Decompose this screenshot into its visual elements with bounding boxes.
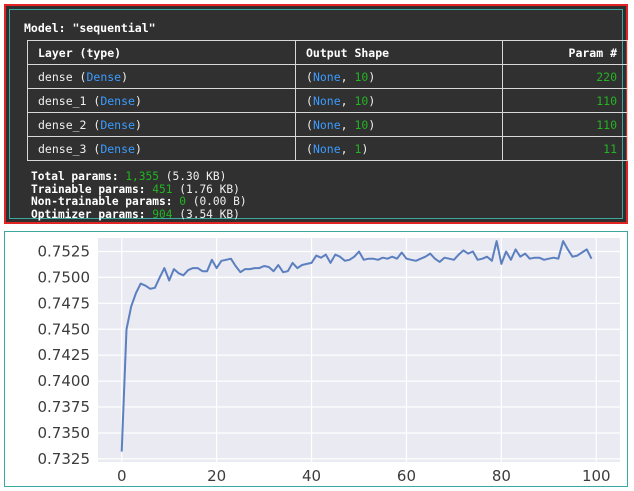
model-summary-panel: Model: "sequential" Layer (type) Output … xyxy=(4,4,628,224)
plot-area xyxy=(98,238,620,462)
layer-name: dense xyxy=(38,69,73,84)
x-tick-label: 80 xyxy=(492,467,511,485)
shape-batch-dim: None xyxy=(312,117,341,132)
shape-batch-dim: None xyxy=(312,141,341,156)
y-tick-label: 0.7425 xyxy=(38,346,91,364)
layer-type: Dense xyxy=(100,141,135,156)
model-title: Model: "sequential" xyxy=(24,21,156,35)
series-line xyxy=(120,240,593,452)
trainable-params-label: Trainable params: xyxy=(31,182,146,196)
total-params-line: Total params: 1,355 (5.30 KB) xyxy=(31,170,247,184)
layers-table-header: Layer (type) Output Shape Param # xyxy=(27,40,628,65)
layer-name: dense_2 xyxy=(38,117,87,132)
shape-units: 1 xyxy=(354,141,362,156)
header-layer-type: Layer (type) xyxy=(27,40,296,65)
total-params-value: 1,355 xyxy=(125,170,159,183)
layer-cell: dense_2 (Dense) xyxy=(27,112,296,137)
output-shape-cell: (None, 1) xyxy=(295,136,503,161)
shape-units: 10 xyxy=(354,69,369,84)
layer-type: Dense xyxy=(100,93,135,108)
line-chart: 0.7325 0.7350 0.7375 0.7400 0.7425 0.7450 0.74… xyxy=(38,238,620,485)
x-tick-label: 20 xyxy=(207,467,226,485)
layer-name: dense_3 xyxy=(38,141,87,156)
y-tick-label: 0.7350 xyxy=(38,424,91,442)
table-row: dense (Dense) (None, 10) 220 xyxy=(27,64,628,89)
layer-type: Dense xyxy=(86,69,122,84)
x-tick-label: 0 xyxy=(117,467,127,485)
header-param-count: Param # xyxy=(502,40,628,65)
y-tick-label: 0.7525 xyxy=(38,242,91,260)
nontrainable-params-label: Non-trainable params: xyxy=(31,195,173,208)
nontrainable-params-size: (0.00 B) xyxy=(192,195,247,208)
output-shape-cell: (None, 10) xyxy=(295,64,503,89)
optimizer-params-label: Optimizer params: xyxy=(31,207,146,221)
shape-batch-dim: None xyxy=(312,93,341,108)
params-totals: Total params: 1,355 (5.30 KB) Trainable … xyxy=(31,170,247,222)
y-tick-label: 0.7450 xyxy=(38,320,91,338)
trainable-params-line: Trainable params: 451 (1.76 KB) xyxy=(31,182,247,197)
total-params-size: (5.30 KB) xyxy=(165,170,227,183)
output-shape-cell: (None, 10) xyxy=(295,112,503,137)
x-tick-label: 40 xyxy=(302,467,321,485)
output-shape-cell: (None, 10) xyxy=(295,88,503,113)
nontrainable-params-value: 0 xyxy=(179,195,186,208)
header-output-shape: Output Shape xyxy=(295,40,503,65)
optimizer-params-value: 904 xyxy=(152,207,173,221)
x-tick-label: 100 xyxy=(582,467,611,485)
param-count: 11 xyxy=(502,136,628,161)
param-count: 220 xyxy=(502,64,628,89)
param-count: 110 xyxy=(502,112,628,137)
layer-cell: dense (Dense) xyxy=(27,64,296,89)
y-tick-label: 0.7375 xyxy=(38,398,91,416)
shape-units: 10 xyxy=(354,93,369,108)
table-row: dense_1 (Dense) (None, 10) 110 xyxy=(27,88,628,113)
trainable-params-size: (1.76 KB) xyxy=(179,182,240,196)
chart-panel: 0.7325 0.7350 0.7375 0.7400 0.7425 0.7450 0.74… xyxy=(4,231,628,487)
optimizer-params-line: Optimizer params: 904 (3.54 KB) xyxy=(31,207,247,222)
table-row: dense_2 (Dense) (None, 10) 110 xyxy=(27,112,628,137)
model-summary-output: Model: "sequential" Layer (type) Output … xyxy=(9,9,628,222)
y-tick-label: 0.7325 xyxy=(38,450,91,468)
y-tick-label: 0.7400 xyxy=(38,372,91,390)
layer-name: dense_1 xyxy=(38,93,87,108)
optimizer-params-size: (3.54 KB) xyxy=(179,207,240,221)
nontrainable-params-line: Non-trainable params: 0 (0.00 B) xyxy=(31,195,247,209)
layer-cell: dense_1 (Dense) xyxy=(27,88,296,113)
y-tick-label: 0.7500 xyxy=(38,268,91,286)
total-params-label: Total params: xyxy=(31,170,119,183)
table-row: dense_3 (Dense) (None, 1) 11 xyxy=(27,136,628,161)
shape-batch-dim: None xyxy=(312,69,341,84)
layers-table: Layer (type) Output Shape Param # dense … xyxy=(27,40,628,161)
x-tick-label: 60 xyxy=(397,467,416,485)
layer-type: Dense xyxy=(100,117,135,132)
layer-cell: dense_3 (Dense) xyxy=(27,136,296,161)
shape-units: 10 xyxy=(354,117,369,132)
param-count: 110 xyxy=(502,88,628,113)
y-tick-label: 0.7475 xyxy=(38,294,91,312)
trainable-params-value: 451 xyxy=(152,182,173,196)
